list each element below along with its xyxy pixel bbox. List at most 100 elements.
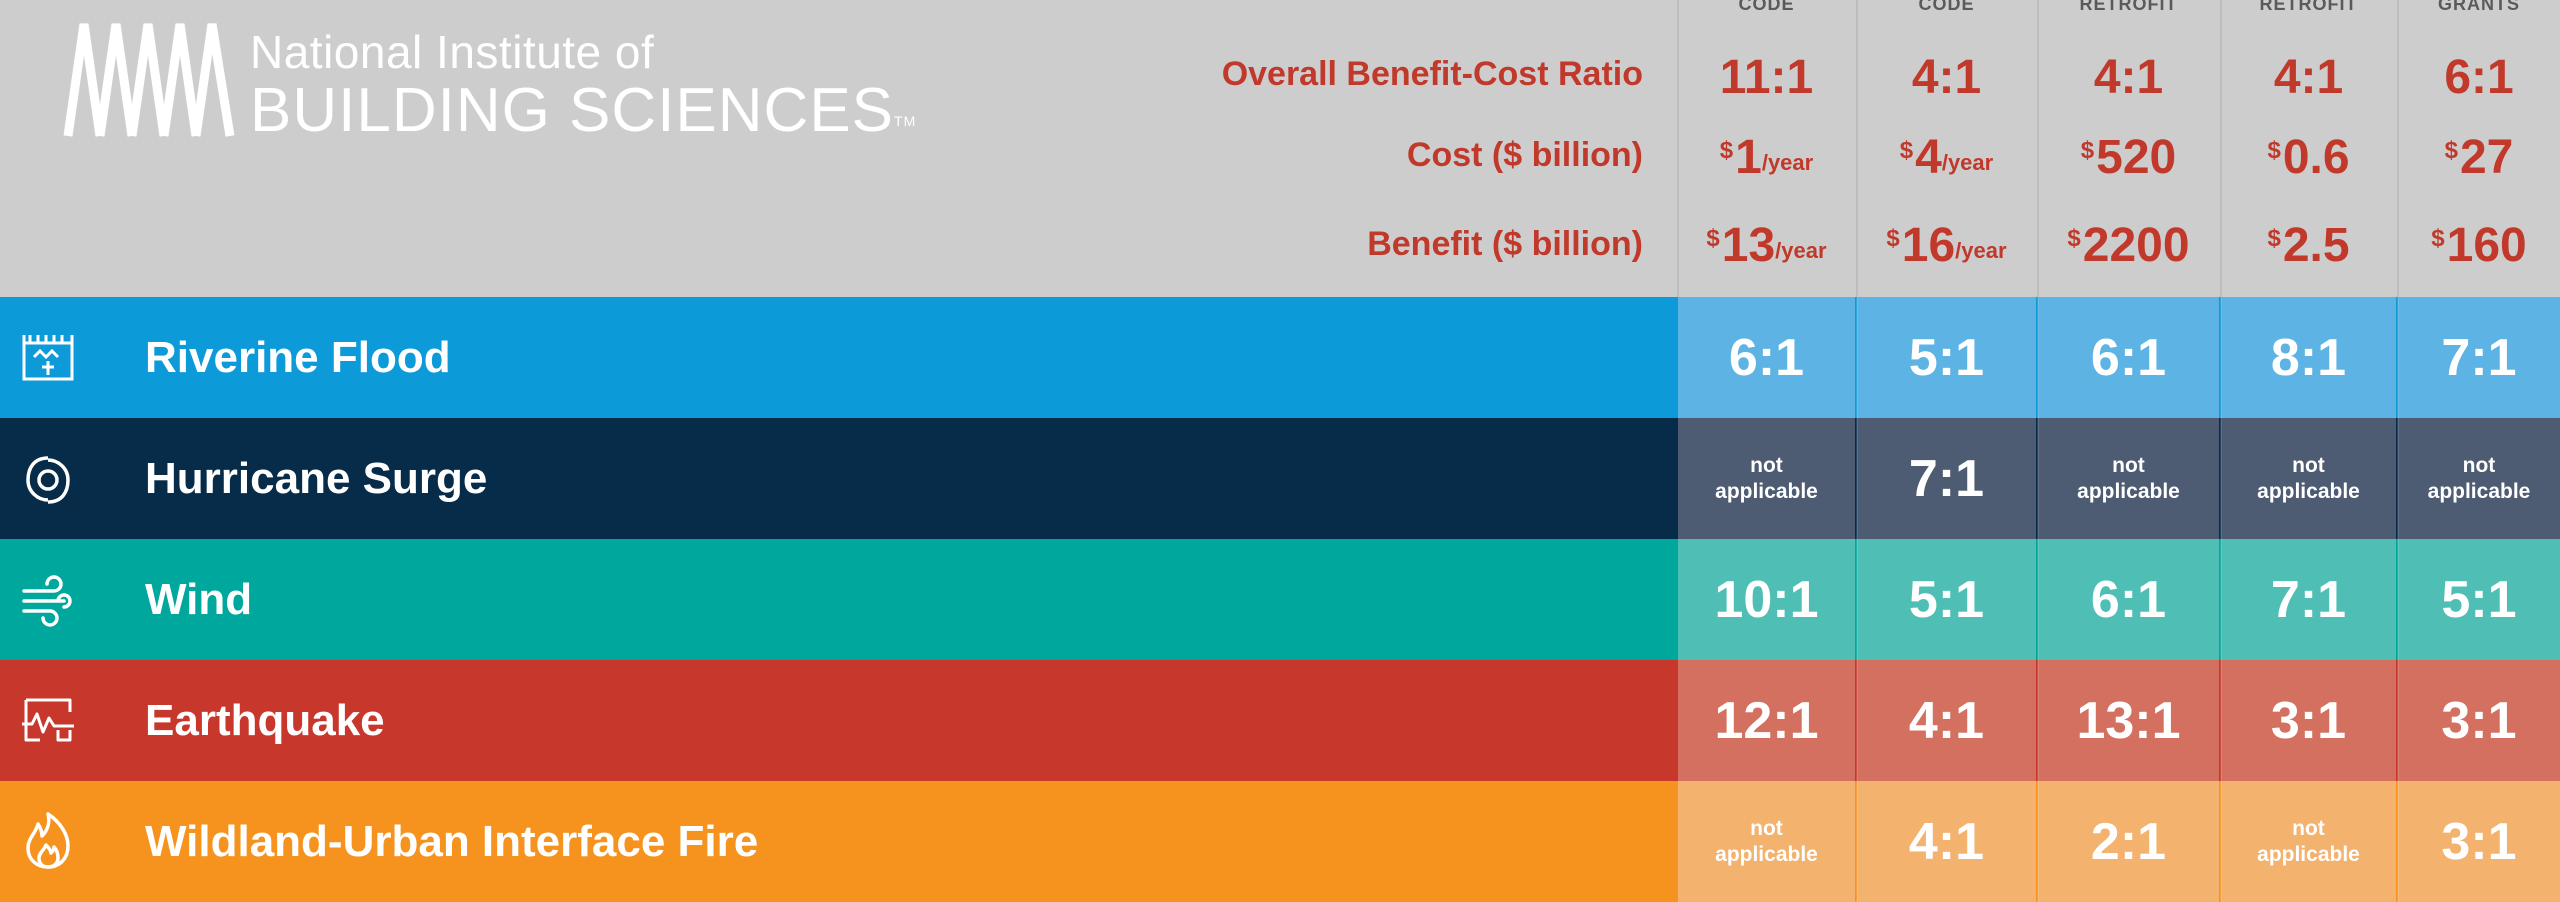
ratio-value: 10:1 bbox=[1714, 570, 1819, 629]
amount: 16 bbox=[1901, 218, 1956, 272]
ratio-value: 7:1 bbox=[2441, 328, 2517, 387]
ratio-value: 6:1 bbox=[1728, 328, 1805, 387]
hazard-value-cell: 7:1 bbox=[2398, 297, 2560, 418]
cell-separator bbox=[1856, 418, 1858, 539]
column-top-label: CODE bbox=[1738, 0, 1795, 14]
currency-symbol: $ bbox=[2267, 137, 2281, 164]
column-separator bbox=[2220, 0, 2222, 297]
bcr-value: 6:1 bbox=[2444, 50, 2514, 104]
cost-value: $520 bbox=[2038, 122, 2219, 192]
amount: 27 bbox=[2459, 130, 2514, 184]
amount: 1 bbox=[1735, 130, 1762, 184]
hazard-value-cell: 2:1 bbox=[2038, 781, 2219, 902]
hazard-value-cell: 4:1 bbox=[1857, 781, 2036, 902]
hazard-value-cell: 6:1 bbox=[2038, 539, 2219, 660]
cell-separator bbox=[2397, 418, 2399, 539]
hazard-label: Riverine Flood bbox=[145, 333, 451, 382]
cost-value: $0.6 bbox=[2221, 122, 2396, 192]
currency-symbol: $ bbox=[2444, 137, 2458, 164]
not-applicable-text: not applicable bbox=[1715, 816, 1818, 868]
hazard-row: Wind 10:1 5:1 6:1 7:1 5:1 bbox=[0, 539, 2560, 660]
cell-separator bbox=[2220, 781, 2222, 902]
cell-separator bbox=[2220, 539, 2222, 660]
ratio-value: 2:1 bbox=[2090, 812, 2167, 871]
bcr-value: 4:1 bbox=[2093, 50, 2164, 104]
na-line1: not bbox=[2292, 453, 2325, 477]
ratio-value: 6:1 bbox=[2090, 570, 2167, 629]
amount: 13 bbox=[1721, 218, 1776, 272]
na-line2: applicable bbox=[2427, 479, 2531, 503]
amount: 2.5 bbox=[2282, 218, 2350, 272]
currency-symbol: $ bbox=[1719, 137, 1734, 164]
organization-name: National Institute of BUILDING SCIENCEST… bbox=[250, 26, 916, 144]
not-applicable-text: not applicable bbox=[2077, 453, 2180, 505]
hazard-value-cell: 6:1 bbox=[2038, 297, 2219, 418]
cell-separator bbox=[2220, 418, 2222, 539]
hazard-value-cell: 8:1 bbox=[2221, 297, 2396, 418]
na-line1: not bbox=[1750, 816, 1783, 840]
cell-separator bbox=[2397, 297, 2399, 418]
cell-separator bbox=[2397, 781, 2399, 902]
na-line1: not bbox=[2292, 816, 2325, 840]
benefit-label: Benefit ($ billion) bbox=[1367, 225, 1643, 263]
cell-separator bbox=[1856, 539, 1858, 660]
hazard-value-cell: 12:1 bbox=[1678, 660, 1855, 781]
wind-icon bbox=[18, 569, 78, 629]
hazard-value-cell: not applicable bbox=[1678, 781, 1855, 902]
currency-symbol: $ bbox=[2067, 225, 2081, 252]
hazard-label: Earthquake bbox=[145, 696, 385, 745]
hazard-value-cell: 7:1 bbox=[2221, 539, 2396, 660]
ratio-value: 3:1 bbox=[2441, 691, 2517, 750]
hazard-label: Wildland-Urban Interface Fire bbox=[145, 817, 759, 866]
ratio-value: 4:1 bbox=[1908, 691, 1985, 750]
currency-symbol: $ bbox=[1886, 225, 1900, 252]
hazard-value-cell: not applicable bbox=[2221, 781, 2396, 902]
benefit-value: $16/year bbox=[1857, 210, 2036, 280]
hazard-row: Wildland-Urban Interface Fire not applicab… bbox=[0, 781, 2560, 902]
org-name-line2-text: BUILDING SCIENCES bbox=[250, 76, 895, 145]
flood-icon bbox=[18, 327, 78, 387]
na-line1: not bbox=[1750, 453, 1783, 477]
cell-separator bbox=[2397, 539, 2399, 660]
hazard-value-cell: 10:1 bbox=[1678, 539, 1855, 660]
currency-symbol: $ bbox=[2431, 225, 2445, 252]
benefit-value: $2200 bbox=[2038, 210, 2219, 280]
earthquake-icon bbox=[18, 690, 78, 750]
not-applicable-text: not applicable bbox=[2257, 453, 2360, 505]
ratio-value: 12:1 bbox=[1714, 691, 1819, 750]
na-line2: applicable bbox=[2077, 479, 2180, 503]
hazard-value-cell: 3:1 bbox=[2398, 781, 2560, 902]
hurricane-icon bbox=[18, 448, 78, 508]
amount: 520 bbox=[2096, 130, 2177, 184]
hazard-value-cell: 7:1 bbox=[1857, 418, 2036, 539]
ratio-value: 4:1 bbox=[1908, 812, 1985, 871]
cell-separator bbox=[1856, 297, 1858, 418]
fire-icon bbox=[18, 811, 78, 871]
column-top-label: GRANTS bbox=[2438, 0, 2520, 14]
currency-symbol: $ bbox=[1706, 225, 1720, 252]
hazard-value-cell: 3:1 bbox=[2398, 660, 2560, 781]
ratio-value: 6:1 bbox=[2090, 328, 2167, 387]
bcr-value: 11:1 bbox=[1719, 50, 1814, 104]
hazard-value-cell: not applicable bbox=[1678, 418, 1855, 539]
bcr-value: 4:1 bbox=[1911, 50, 1982, 104]
cell-separator bbox=[1856, 781, 1858, 902]
cost-label: Cost ($ billion) bbox=[1406, 136, 1643, 174]
benefit-value: $160 bbox=[2398, 210, 2560, 280]
org-name-line2: BUILDING SCIENCESTM bbox=[250, 78, 916, 144]
cell-separator bbox=[2220, 297, 2222, 418]
not-applicable-text: not applicable bbox=[1715, 453, 1818, 505]
cost-value: $27 bbox=[2398, 122, 2560, 192]
hazard-value-cell: not applicable bbox=[2221, 418, 2396, 539]
amount: 4 bbox=[1915, 130, 1942, 184]
column-separator bbox=[1856, 0, 1858, 297]
hazard-value-cell: 5:1 bbox=[1857, 297, 2036, 418]
hazard-value-cell: not applicable bbox=[2398, 418, 2560, 539]
column-top-label: RETROFIT bbox=[2079, 0, 2178, 14]
column-separator bbox=[1677, 0, 1679, 297]
nibs-logo-icon bbox=[63, 23, 235, 137]
hazard-value-cell: 5:1 bbox=[1857, 539, 2036, 660]
ratio-value: 7:1 bbox=[1908, 449, 1985, 508]
hazard-label: Wind bbox=[145, 575, 253, 624]
